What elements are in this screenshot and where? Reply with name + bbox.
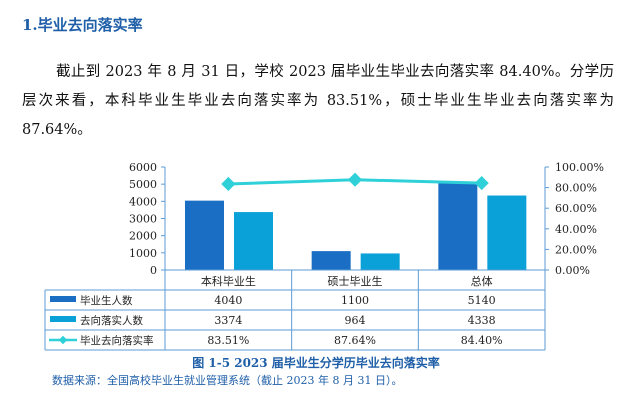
right-tick-label: 60.00% <box>555 202 597 215</box>
table-cell: 5140 <box>468 294 496 307</box>
category-label: 本科毕业生 <box>201 274 256 288</box>
figure-caption: 图 1-5 2023 届毕业生分学历毕业去向落实率 <box>192 356 440 370</box>
table-cell: 3374 <box>214 314 242 327</box>
right-tick-label: 0.00% <box>555 264 590 277</box>
table-cell: 87.64% <box>334 334 376 347</box>
bar <box>487 195 527 270</box>
bar <box>234 212 273 270</box>
left-tick-label: 2000 <box>129 230 157 243</box>
table-cell: 964 <box>345 314 366 327</box>
data-source: 数据来源：全国高校毕业生就业管理系统（截止 2023 年 8 月 31 日）。 <box>52 374 403 387</box>
section-heading: 1.毕业去向落实率 <box>22 16 143 34</box>
legend-swatch <box>50 296 76 302</box>
legend-label: 毕业生人数 <box>80 294 133 307</box>
legend-swatch <box>50 316 76 322</box>
bar <box>185 200 224 270</box>
left-tick-label: 5000 <box>129 178 157 191</box>
table-cell: 4040 <box>214 294 242 307</box>
rate-marker <box>474 175 489 191</box>
rate-marker <box>347 172 363 187</box>
left-tick-label: 6000 <box>129 161 157 174</box>
left-tick-label: 1000 <box>129 247 157 260</box>
bar <box>311 251 351 270</box>
table-cell: 84.40% <box>461 334 503 347</box>
left-tick-label: 0 <box>150 264 157 277</box>
category-label: 硕士毕业生 <box>328 274 383 288</box>
legend-label: 毕业去向落实率 <box>80 334 154 347</box>
right-tick-label: 100.00% <box>555 161 604 174</box>
left-tick-label: 4000 <box>129 195 157 208</box>
table-cell: 83.51% <box>207 334 249 347</box>
rate-marker <box>221 176 236 192</box>
table-cell: 1100 <box>341 294 369 307</box>
bar <box>438 181 478 270</box>
category-label: 总体 <box>471 274 493 288</box>
legend-label: 去向落实人数 <box>80 314 143 327</box>
right-tick-label: 20.00% <box>555 243 597 256</box>
left-tick-label: 3000 <box>129 213 157 226</box>
table-cell: 4338 <box>468 314 496 327</box>
right-tick-label: 40.00% <box>555 223 597 236</box>
right-tick-label: 80.00% <box>555 182 597 195</box>
bar <box>360 253 400 270</box>
body-paragraph: 截止到 2023 年 8 月 31 日，学校 2023 届毕业生毕业去向落实率 … <box>22 64 614 138</box>
legend-marker <box>58 335 68 345</box>
